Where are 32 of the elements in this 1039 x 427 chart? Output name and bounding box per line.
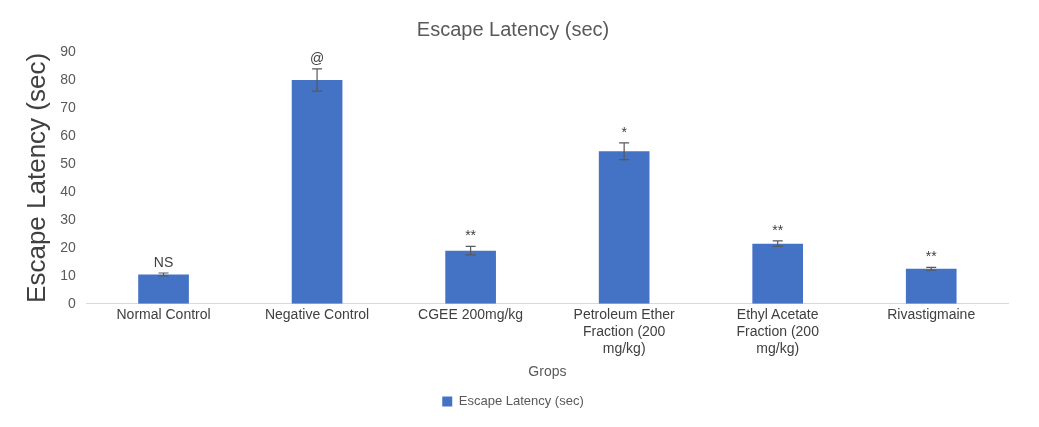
bar [291,79,343,304]
bar [445,250,496,304]
x-tick-label: Ethyl Acetate Fraction (200 mg/kg) [736,306,820,356]
bar [138,274,189,304]
annotation: ** [772,221,784,238]
y-axis-title: Escape Latency (sec) [20,52,51,303]
y-tick-label: 60 [60,126,76,143]
y-tick-label: 0 [67,294,76,311]
y-tick-label: 90 [60,42,76,59]
bar [598,151,650,304]
annotation: NS [153,253,174,270]
legend-label: Escape Latency (sec) [458,393,584,409]
y-tick-label: 20 [60,238,76,255]
annotation: ** [465,227,477,244]
y-tick-label: 30 [60,210,76,227]
y-tick-label: 40 [60,182,76,199]
annotation: * [621,123,628,140]
bar [752,243,804,304]
y-tick-label: 10 [60,266,76,283]
chart-title: Escape Latency (sec) [416,17,610,40]
y-tick-label: 80 [60,70,76,87]
annotation: @ [309,49,325,66]
x-tick-label: CGEE 200mg/kg [418,306,524,323]
x-tick-label: Petroleum Ether Fraction (200 mg/kg) [573,306,676,356]
x-tick-label: Negative Control [264,306,370,323]
x-tick-label: Rivastigmaine [887,306,976,323]
x-tick-label: Normal Control [116,306,211,323]
x-axis-title: Grops [528,363,567,380]
bar [905,268,957,304]
y-tick-label: 50 [60,154,76,171]
annotation: ** [925,248,938,265]
y-tick-label: 70 [60,98,76,115]
